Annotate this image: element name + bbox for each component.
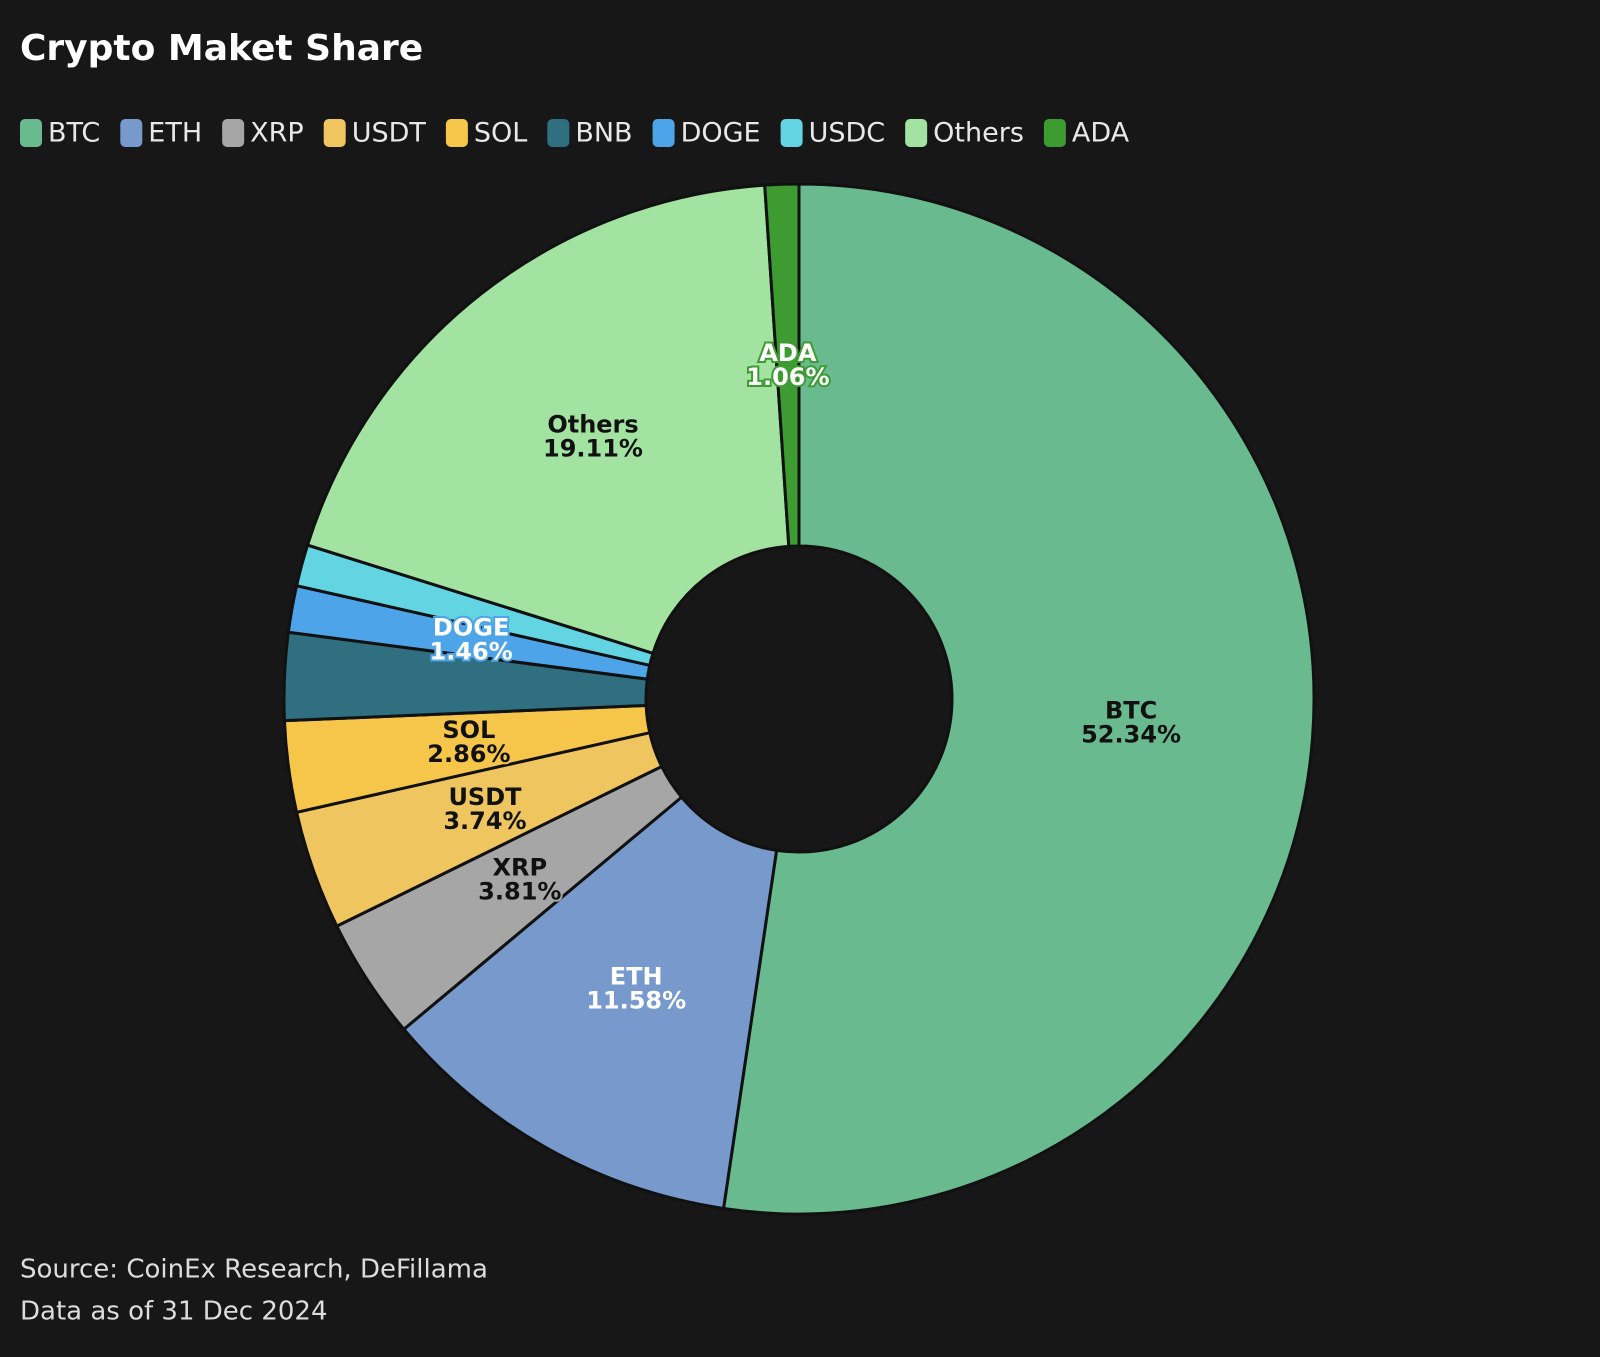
- slice-name: XRP: [493, 854, 548, 882]
- legend-label: BTC: [48, 118, 100, 149]
- legend-swatch: [222, 119, 245, 147]
- legend-swatch: [905, 119, 928, 147]
- slice-name: BTC: [1105, 696, 1157, 724]
- slice-name: SOL: [442, 716, 495, 744]
- legend-swatch: [323, 119, 346, 147]
- slice-name: Others: [547, 410, 638, 438]
- legend-label: Others: [933, 118, 1024, 149]
- slice-name: ETH: [610, 962, 663, 990]
- slice-name: USDT: [448, 783, 522, 811]
- legend-label: XRP: [250, 118, 304, 149]
- slice-value: 2.86%: [427, 740, 510, 768]
- slice-value: 3.74%: [443, 807, 526, 835]
- donut-slice: [763, 182, 801, 548]
- chart-title: Crypto Maket Share: [20, 28, 423, 69]
- source-note: Source: CoinEx Research, DeFillama: [20, 1255, 488, 1285]
- legend-label: ETH: [148, 118, 202, 149]
- slice-name: DOGE: [433, 614, 509, 642]
- legend-swatch: [780, 119, 803, 147]
- donut-slice: [721, 182, 1316, 1216]
- slice-value: 1.06%: [746, 363, 829, 391]
- legend-swatch: [652, 119, 675, 147]
- legend-label: DOGE: [681, 118, 761, 149]
- donut-slice: [305, 183, 791, 656]
- legend-swatch: [547, 119, 570, 147]
- legend-label: BNB: [575, 118, 632, 149]
- slice-value: 1.46%: [430, 638, 513, 666]
- legend-swatch: [1043, 119, 1066, 147]
- legend-label: USDC: [809, 118, 886, 149]
- slice-name: ADA: [759, 339, 816, 367]
- legend-swatch: [20, 119, 42, 147]
- slice-value: 19.11%: [543, 434, 643, 462]
- legend-swatch: [445, 119, 468, 147]
- slice-value: 52.34%: [1081, 720, 1181, 748]
- donut-slice: [401, 795, 779, 1211]
- slice-value: 11.58%: [586, 986, 686, 1014]
- legend-label: ADA: [1072, 118, 1130, 149]
- slice-value: 3.81%: [478, 878, 561, 906]
- legend-label: USDT: [352, 118, 427, 149]
- date-note: Data as of 31 Dec 2024: [20, 1297, 328, 1327]
- legend-label: SOL: [474, 118, 527, 149]
- legend-swatch: [120, 119, 143, 147]
